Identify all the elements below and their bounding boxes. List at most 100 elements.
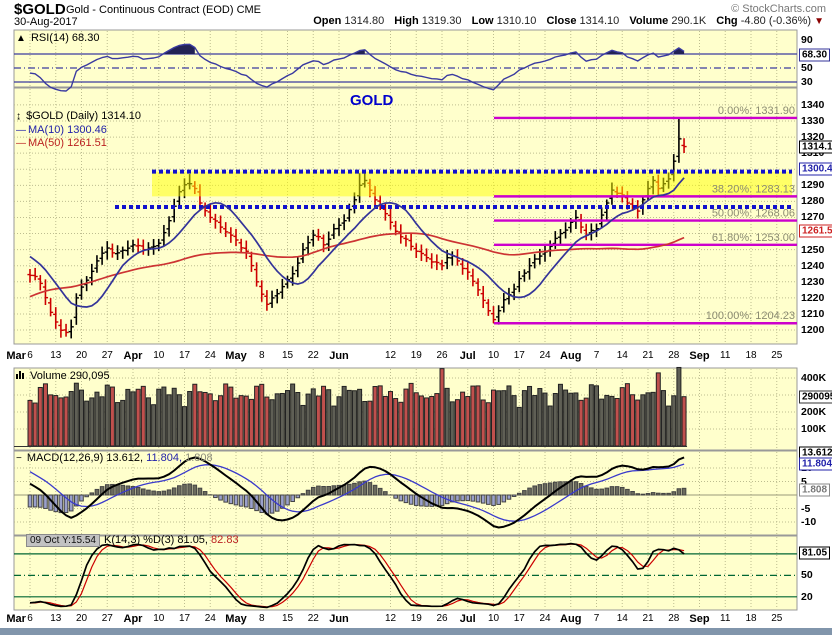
ma50-line xyxy=(29,232,685,298)
horizontal-scrollbar[interactable] xyxy=(0,628,832,635)
date-tick-18-row0: 18 xyxy=(745,350,757,361)
date-tick-Jul-row0: Jul xyxy=(459,350,476,362)
date-tick-21-row0: 21 xyxy=(642,350,654,361)
date-tick-6-row1: 6 xyxy=(27,613,33,624)
date-tick-13-row0: 13 xyxy=(50,350,62,361)
volume-value: 290.1K xyxy=(671,15,707,27)
volume-ytick-200K: 200K xyxy=(801,406,827,418)
date-tick-May-row0: May xyxy=(225,350,247,362)
macd-signal-value: 11.804, xyxy=(146,452,183,464)
date-tick-11-row0: 11 xyxy=(720,350,731,361)
date-tick-24-row1: 24 xyxy=(204,613,216,624)
macd-ytick--10: -10 xyxy=(801,516,817,528)
fib-label-3: 61.80%: 1253.00 xyxy=(712,232,795,244)
macd-ytick-5: 5 xyxy=(801,475,807,488)
high-label: High xyxy=(394,15,419,27)
fib-label-4: 100.00%: 1204.23 xyxy=(706,310,795,322)
date-tick-10-row0: 10 xyxy=(487,350,500,361)
price-ytick-1210: 1210 xyxy=(801,307,825,320)
ma10-legend-text: MA(10) 1300.46 xyxy=(28,124,107,136)
date-tick-8-row1: 8 xyxy=(258,613,265,624)
rsi-legend: ▲ RSI(14) 68.30 xyxy=(16,32,99,44)
rsi-value-badge: 68.30 xyxy=(799,48,831,62)
stochastic-d-value: 82.83 xyxy=(211,534,239,546)
date-tick-Mar-row1: Mar xyxy=(6,613,26,625)
date-tick-20-row1: 20 xyxy=(75,613,88,624)
date-tick-Aug-row1: Aug xyxy=(560,613,582,625)
date-tick-14-row1: 14 xyxy=(616,613,628,624)
price-ytick-1330: 1330 xyxy=(801,115,825,127)
close-value: 1314.10 xyxy=(579,15,620,27)
macd-signal-badge: 11.804 xyxy=(799,457,832,471)
macd-line-icon: − xyxy=(16,453,22,464)
date-tick-Jun-row0: Jun xyxy=(329,350,349,362)
date-tick-Apr-row1: Apr xyxy=(123,613,143,625)
ma50-legend: — MA(50) 1261.51 xyxy=(16,137,107,149)
open-value: 1314.80 xyxy=(344,15,385,27)
price-ytick-1240: 1240 xyxy=(801,259,825,272)
indicator-flag-icon: ▲ xyxy=(16,33,26,44)
rsi-line xyxy=(29,43,685,92)
highlight-band xyxy=(152,171,792,197)
price-ytick-1280: 1280 xyxy=(801,195,825,208)
crosshair-tooltip: 09 Oct Y:15.54 xyxy=(26,534,100,547)
ma50-legend-text: MA(50) 1261.51 xyxy=(28,137,107,149)
chart-annotation-title: GOLD xyxy=(350,92,394,109)
date-tick-26-row1: 26 xyxy=(436,613,448,624)
rsi-overbought-fill xyxy=(163,44,195,54)
date-tick-May-row1: May xyxy=(225,613,247,625)
fib-label-2: 50.00%: 1268.06 xyxy=(712,208,795,220)
macd-line xyxy=(29,456,685,529)
date-tick-28-row0: 28 xyxy=(668,350,680,361)
date-tick-18-row1: 18 xyxy=(745,613,757,624)
date-tick-17-row1: 17 xyxy=(178,613,191,624)
fib-label-1: 38.20%: 1283.13 xyxy=(712,183,795,195)
date-tick-8-row0: 8 xyxy=(258,350,265,361)
date-tick-Jun-row1: Jun xyxy=(329,613,349,625)
stochastic-k-line xyxy=(29,542,685,609)
ma50-value-badge: 1261.51 xyxy=(799,224,832,238)
stochastic-value-badge: 81.05 xyxy=(799,546,831,560)
chg-value: -4.80 (-0.36%) xyxy=(740,15,812,27)
rsi-legend-text: RSI(14) 68.30 xyxy=(30,32,100,44)
price-ytick-1220: 1220 xyxy=(801,291,825,304)
date-tick-Sep-row1: Sep xyxy=(689,613,710,625)
date-tick-19-row1: 19 xyxy=(410,613,422,624)
date-tick-11-row1: 11 xyxy=(720,613,731,624)
volume-value-badge: 290095 xyxy=(799,390,832,404)
low-value: 1310.10 xyxy=(496,15,537,27)
volume-legend-text: Volume 290,095 xyxy=(30,370,110,382)
macd-signal-line xyxy=(29,463,685,522)
volume-bars-icon xyxy=(16,371,25,382)
ma10-value-badge: 1300.46 xyxy=(799,162,832,175)
stochastic-legend-text: K(14,3) %D(3) 81.05, xyxy=(104,534,208,546)
date-tick-17-row1: 17 xyxy=(513,613,525,624)
panel-bg-1 xyxy=(13,87,798,345)
price-ytick-1230: 1230 xyxy=(801,275,825,288)
low-label: Low xyxy=(471,15,494,27)
quote-strip: Open 1314.80 High 1319.30 Low 1310.10 Cl… xyxy=(306,15,824,27)
date-tick-17-row0: 17 xyxy=(513,350,525,361)
ma10-line-icon: — xyxy=(16,125,26,136)
date-tick-Aug-row0: Aug xyxy=(560,350,582,362)
ma10-legend: — MA(10) 1300.46 xyxy=(16,124,107,136)
date-tick-17-row0: 17 xyxy=(178,350,191,361)
fib-label-0: 0.00%: 1331.90 xyxy=(718,105,795,117)
last-price-badge: 1314.10 xyxy=(799,140,832,154)
stochastic-ytick-20: 20 xyxy=(801,590,813,603)
price-ytick-1290: 1290 xyxy=(801,179,825,192)
date-tick-Apr-row0: Apr xyxy=(123,350,143,362)
price-ytick-1340: 1340 xyxy=(801,98,825,111)
stochastic-legend: 09 Oct Y:15.54 K(14,3) %D(3) 81.05, 82.8… xyxy=(26,534,239,547)
date-tick-14-row0: 14 xyxy=(616,350,628,361)
date-tick-7-row0: 7 xyxy=(593,350,600,361)
high-value: 1319.30 xyxy=(421,15,462,27)
date-tick-10-row1: 10 xyxy=(487,613,500,624)
date-tick-19-row0: 19 xyxy=(410,350,422,361)
macd-hist-value: 1.808 xyxy=(185,452,213,464)
date-tick-13-row1: 13 xyxy=(50,613,62,624)
volume-ytick-100K: 100K xyxy=(801,423,827,435)
down-triangle-icon: ▼ xyxy=(814,16,824,27)
